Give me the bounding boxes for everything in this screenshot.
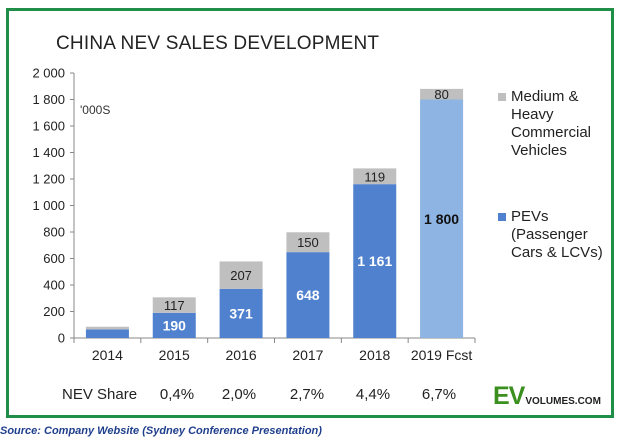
y-tick-label: 0 <box>58 331 65 346</box>
nev-share-2017: 2,7% <box>289 386 325 403</box>
bar-mhcv <box>420 88 464 100</box>
data-label-mhcv: 207 <box>230 268 252 283</box>
bar-mhcv <box>353 168 397 185</box>
bar-pev <box>152 312 196 338</box>
chart-title: CHINA NEV SALES DEVELOPMENT <box>56 33 380 54</box>
data-label-mhcv: 150 <box>297 235 319 250</box>
x-tick-label: 2015 <box>159 347 190 363</box>
nev-share-2015: 0,4% <box>159 386 195 403</box>
x-tick-label: 2017 <box>292 347 323 363</box>
data-label-pev: 1 161 <box>357 253 392 269</box>
logo-domain-text: VOLUMES.COM <box>525 396 601 407</box>
bar-mhcv <box>219 261 263 289</box>
x-tick-label: 2018 <box>359 347 390 363</box>
evvolumes-logo: EVVOLUMES.COM <box>493 382 601 411</box>
legend-label-mhcv: Medium & Heavy Commercial Vehicles <box>511 88 592 159</box>
bar-pev <box>420 99 464 338</box>
y-tick-label: 1 800 <box>32 92 65 107</box>
nev-share-2016: 2,0% <box>221 386 257 403</box>
bar-pev <box>85 329 129 338</box>
legend-item-mhcv: Medium & Heavy Commercial Vehicles <box>498 88 609 160</box>
logo-ev-text: EV <box>493 382 525 410</box>
legend-swatch-mhcv <box>498 93 506 101</box>
data-label-mhcv: 80 <box>434 87 448 102</box>
source-note: Source: Company Website (Sydney Conferen… <box>0 425 322 437</box>
bar-pev <box>286 252 330 338</box>
legend-swatch-pev <box>498 213 506 221</box>
y-tick-label: 600 <box>43 251 65 266</box>
legend-label-pev: PEVs (Passenger Cars & LCVs) <box>511 208 603 261</box>
bar-mhcv <box>85 326 129 330</box>
y-tick-label: 1 400 <box>32 145 65 160</box>
data-label-pev: 648 <box>296 287 320 303</box>
bar-mhcv <box>286 232 330 253</box>
unit-label: '000S <box>80 103 111 117</box>
data-label-pev: 190 <box>163 317 187 333</box>
nev-share-label: NEV Share <box>62 386 138 403</box>
x-tick-label: 2014 <box>92 347 123 363</box>
y-tick-label: 200 <box>43 304 65 319</box>
y-tick-label: 2 000 <box>32 66 65 81</box>
data-label-pev: 371 <box>229 305 253 321</box>
x-tick-label: 2016 <box>226 347 257 363</box>
bar-pev <box>219 288 263 338</box>
data-label-mhcv: 119 <box>364 169 385 184</box>
data-label-mhcv: 117 <box>164 298 185 313</box>
bar-pev <box>353 184 397 338</box>
y-tick-label: 1 600 <box>32 119 65 134</box>
legend-item-pev: PEVs (Passenger Cars & LCVs) <box>498 208 609 262</box>
nev-share-2019: 6,7% <box>421 386 457 403</box>
y-tick-label: 400 <box>43 278 65 293</box>
y-tick-label: 800 <box>43 225 65 240</box>
bar-mhcv <box>152 297 196 313</box>
nev-share-2018: 4,4% <box>355 386 391 403</box>
y-tick-label: 1 000 <box>32 198 65 213</box>
data-label-pev: 1 800 <box>424 211 459 227</box>
x-tick-label: 2019 Fcst <box>411 347 473 363</box>
chart-frame <box>6 8 614 418</box>
y-tick-label: 1 200 <box>32 172 65 187</box>
